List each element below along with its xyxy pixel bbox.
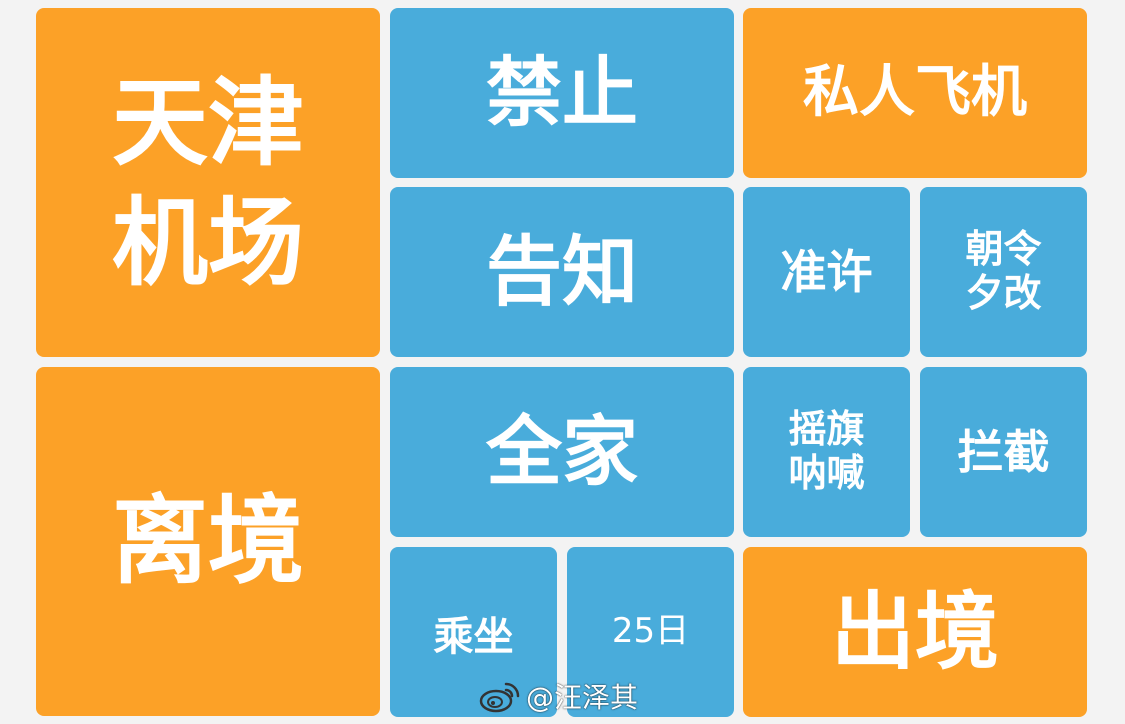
tile-intercept: 拦截 (920, 367, 1087, 537)
tile-wave-flag: 摇旗 呐喊 (743, 367, 910, 537)
tile-ride: 乘坐 (390, 547, 557, 717)
weibo-logo-icon (479, 682, 520, 713)
tile-forbid: 禁止 (390, 8, 734, 178)
tile-private-plane: 私人飞机 (743, 8, 1087, 178)
tile-exit-country: 出境 (743, 547, 1087, 717)
tile-notify: 告知 (390, 187, 734, 357)
watermark-text: @汪泽其 (526, 681, 639, 714)
tile-whole-family: 全家 (390, 367, 734, 537)
tile-leave-country: 离境 (36, 367, 380, 716)
tile-tianjin-airport: 天津 机场 (36, 8, 380, 357)
weibo-watermark: @汪泽其 (478, 676, 638, 716)
tile-permit: 准许 (743, 187, 910, 357)
tile-inconsistent: 朝令 夕改 (920, 187, 1087, 357)
tile-date: 25日 (567, 547, 734, 717)
